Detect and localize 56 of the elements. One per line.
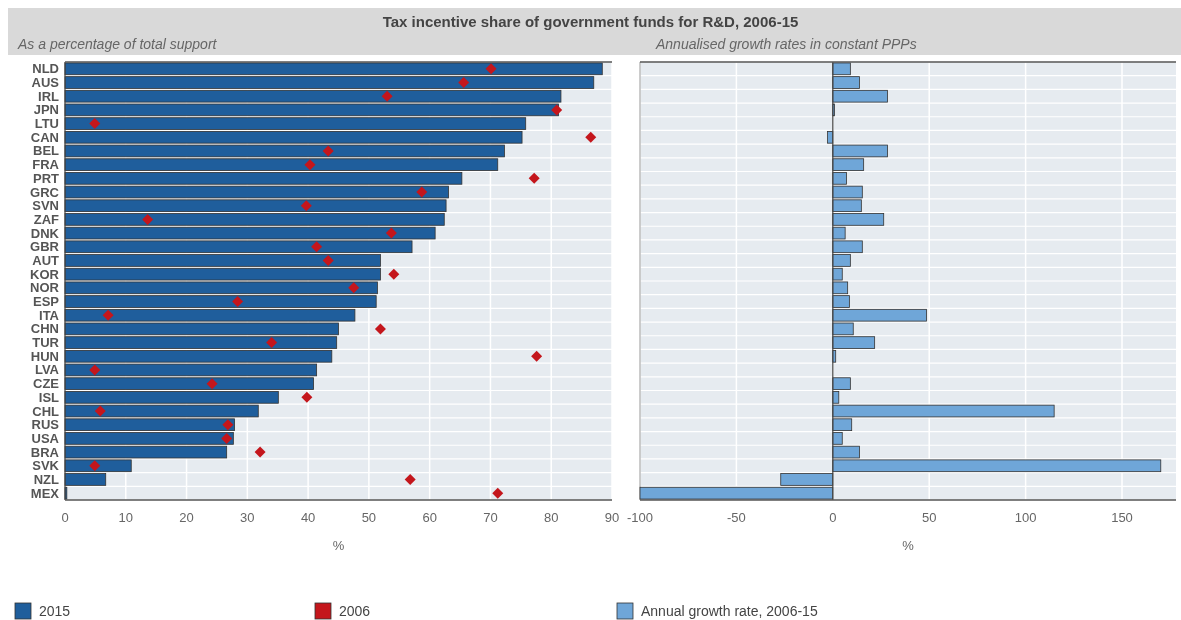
x-tick-label: -100 bbox=[626, 510, 654, 525]
x-tick-label: 0 bbox=[61, 510, 69, 525]
x-tick-label: 50 bbox=[921, 510, 937, 525]
legend-label: 2015 bbox=[39, 603, 71, 619]
chart-subtitle: As a percentage of total support bbox=[17, 36, 218, 52]
chart-subtitle: Annualised growth rates in constant PPPs bbox=[655, 36, 917, 52]
x-tick-label: 70 bbox=[483, 510, 498, 525]
x-tick-label: 40 bbox=[300, 510, 316, 525]
y-tick-label: GRC bbox=[30, 184, 60, 200]
y-tick-label: BEL bbox=[33, 143, 60, 159]
y-tick-label: CAN bbox=[30, 129, 59, 145]
chart-title: Tax incentive share of government funds for R&D, 2006-15 bbox=[382, 13, 799, 30]
y-tick-label: NLD bbox=[32, 61, 59, 77]
y-tick-label: IRL bbox=[38, 88, 60, 104]
y-tick-label: USA bbox=[31, 430, 60, 446]
y-tick-label: CZE bbox=[33, 376, 60, 392]
y-tick-label: KOR bbox=[30, 266, 60, 282]
y-tick-label: MEX bbox=[30, 485, 60, 501]
x-tick-label: 0 bbox=[829, 510, 837, 525]
y-tick-label: FRA bbox=[32, 157, 60, 173]
y-tick-label: AUT bbox=[32, 252, 60, 268]
y-tick-label: SVK bbox=[32, 458, 60, 474]
x-tick-label: 50 bbox=[361, 510, 377, 525]
y-tick-label: CHN bbox=[30, 321, 59, 337]
x-tick-label: 60 bbox=[422, 510, 437, 525]
x-tick-label: 90 bbox=[604, 510, 620, 525]
y-tick-label: HUN bbox=[30, 348, 59, 364]
x-tick-label: 80 bbox=[543, 510, 559, 525]
y-tick-label: CHL bbox=[32, 403, 60, 419]
y-tick-label: LVA bbox=[34, 362, 60, 378]
y-tick-label: SVN bbox=[32, 198, 59, 214]
x-tick-label: 150 bbox=[1111, 510, 1133, 525]
x-tick-label: -50 bbox=[727, 510, 746, 525]
legend-label: 2006 bbox=[339, 603, 371, 619]
x-tick-label: 30 bbox=[240, 510, 255, 525]
y-tick-label: BRA bbox=[30, 444, 60, 460]
legend-label: Annual growth rate, 2006-15 bbox=[641, 603, 818, 619]
y-tick-label: NOR bbox=[30, 280, 60, 296]
y-tick-label: GBR bbox=[30, 239, 60, 255]
y-tick-label: ITA bbox=[39, 307, 60, 323]
y-tick-label: LTU bbox=[34, 116, 59, 132]
y-tick-label: ZAF bbox=[33, 211, 60, 227]
x-tick-label: 20 bbox=[179, 510, 194, 525]
y-tick-label: PRT bbox=[33, 170, 60, 186]
y-tick-label: TUR bbox=[32, 335, 60, 351]
x-axis-title: % bbox=[332, 538, 345, 553]
y-tick-label: AUS bbox=[31, 75, 60, 91]
y-tick-label: JPN bbox=[33, 102, 59, 118]
y-tick-label: RUS bbox=[31, 417, 60, 433]
y-tick-label: NZL bbox=[33, 471, 60, 487]
y-tick-label: DNK bbox=[30, 225, 60, 241]
x-tick-label: 10 bbox=[118, 510, 134, 525]
x-axis-title: % bbox=[902, 538, 915, 553]
y-tick-label: ESP bbox=[32, 294, 60, 310]
y-tick-label: ISL bbox=[38, 389, 60, 405]
x-tick-label: 100 bbox=[1014, 510, 1037, 525]
